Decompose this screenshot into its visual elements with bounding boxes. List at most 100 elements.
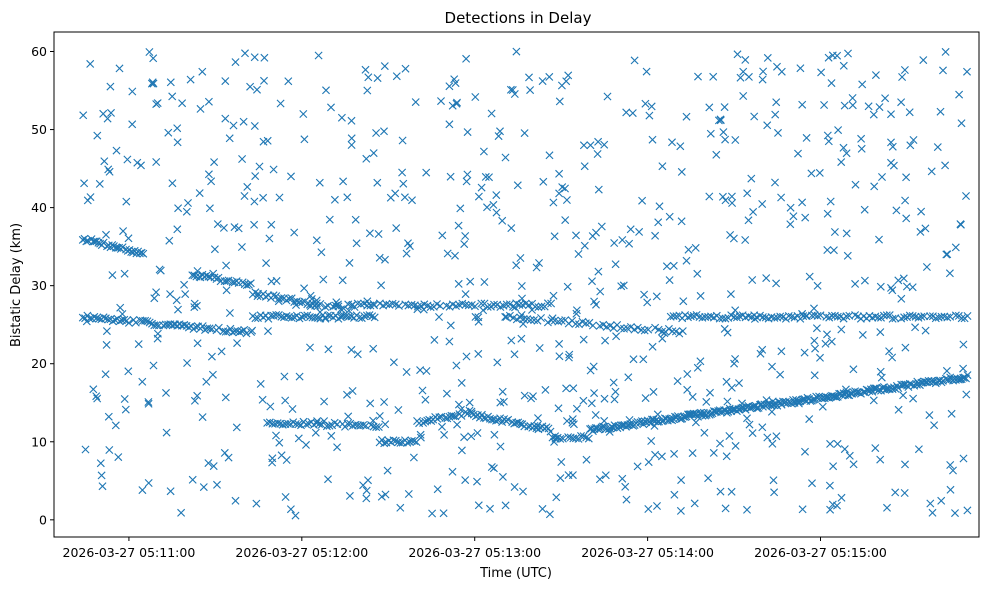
detection-point — [392, 224, 401, 233]
detection-point — [388, 299, 397, 308]
detection-point — [386, 193, 395, 202]
detection-point — [207, 352, 216, 361]
detection-point — [763, 433, 772, 442]
detection-point — [474, 501, 483, 510]
detection-point — [651, 450, 660, 459]
detection-point — [512, 47, 521, 56]
detection-point — [353, 299, 362, 308]
detection-point — [605, 427, 614, 436]
detection-point — [483, 302, 492, 311]
detection-point — [689, 409, 698, 418]
detection-point — [662, 262, 671, 271]
detection-point — [173, 138, 182, 147]
detection-point — [325, 421, 334, 430]
detection-point — [705, 192, 714, 201]
detection-point — [183, 359, 192, 367]
detection-point — [601, 336, 610, 345]
detection-point — [454, 221, 463, 230]
detection-point — [730, 359, 739, 368]
detection-point — [300, 135, 309, 144]
detection-point — [798, 309, 807, 318]
detection-point — [677, 217, 686, 226]
detection-point — [899, 391, 908, 400]
detection-point — [620, 324, 628, 333]
detection-point — [916, 227, 925, 236]
detection-point — [828, 51, 837, 60]
detection-point — [768, 362, 776, 371]
detection-point — [526, 86, 535, 95]
detection-point — [286, 505, 295, 514]
detection-point — [883, 503, 891, 512]
detection-point — [373, 74, 382, 83]
detection-point — [418, 386, 427, 395]
detection-point — [840, 445, 849, 454]
detection-point — [519, 487, 527, 496]
detection-point — [401, 64, 410, 73]
detection-point — [368, 312, 377, 321]
detection-point — [302, 420, 311, 429]
detection-point — [887, 138, 895, 147]
detection-point — [611, 387, 620, 396]
detection-point — [148, 78, 157, 87]
detection-point — [767, 407, 776, 416]
detection-point — [630, 56, 639, 65]
detection-point — [370, 301, 379, 310]
detection-point — [951, 509, 959, 518]
detection-point — [538, 504, 547, 513]
detection-point — [902, 214, 911, 223]
detection-point — [823, 246, 832, 254]
detection-point — [611, 260, 620, 269]
detection-point — [564, 353, 573, 362]
detection-point — [312, 419, 321, 428]
chart-title: Detections in Delay — [445, 9, 592, 27]
detection-point — [718, 192, 727, 201]
detection-point — [842, 229, 851, 238]
detection-point — [535, 344, 544, 352]
detection-point — [826, 505, 835, 514]
detection-point — [106, 82, 115, 91]
detection-point — [489, 464, 498, 473]
detection-point — [676, 506, 685, 515]
detection-point — [537, 302, 546, 311]
detection-point — [98, 482, 107, 491]
detection-point — [876, 328, 885, 337]
detection-point — [168, 179, 177, 188]
detection-point — [541, 385, 550, 394]
detection-point — [618, 474, 627, 483]
detection-point — [360, 312, 369, 321]
detection-point — [816, 311, 825, 320]
x-tick-label: 2026-03-27 05:13:00 — [408, 545, 541, 560]
detection-point — [962, 390, 971, 399]
detection-point — [532, 263, 541, 272]
detection-point — [839, 143, 848, 152]
detection-point — [207, 177, 216, 186]
detection-point — [438, 231, 447, 240]
detection-point — [172, 296, 181, 305]
detection-point — [655, 202, 664, 211]
detection-point — [460, 433, 469, 442]
detection-point — [763, 53, 772, 62]
y-axis-ticks: 0 10 20 30 40 50 60 — [31, 44, 54, 527]
detection-point — [331, 301, 340, 310]
detection-point — [864, 102, 873, 111]
detection-point — [320, 397, 329, 406]
detection-point — [114, 453, 123, 462]
detection-point — [917, 207, 926, 216]
detection-point — [155, 265, 164, 274]
detection-point — [369, 344, 378, 353]
detection-point — [900, 66, 909, 74]
detection-point — [911, 312, 920, 321]
detection-point — [205, 324, 214, 333]
detection-point — [380, 398, 389, 406]
detection-point — [233, 339, 242, 348]
detection-point — [89, 385, 98, 394]
detection-point — [762, 274, 771, 283]
detection-point — [173, 124, 182, 133]
detection-point — [808, 479, 816, 488]
detection-point — [956, 220, 965, 229]
detection-point — [580, 162, 589, 171]
detection-point — [162, 388, 170, 397]
detection-point — [264, 327, 272, 336]
detection-point — [650, 421, 659, 430]
